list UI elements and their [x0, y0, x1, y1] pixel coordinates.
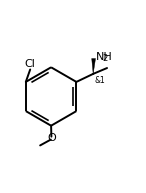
Text: O: O: [47, 133, 56, 143]
Polygon shape: [92, 58, 95, 74]
Text: 2: 2: [102, 54, 107, 63]
Text: &1: &1: [94, 76, 105, 85]
Text: Cl: Cl: [25, 59, 36, 69]
Text: NH: NH: [96, 52, 113, 62]
